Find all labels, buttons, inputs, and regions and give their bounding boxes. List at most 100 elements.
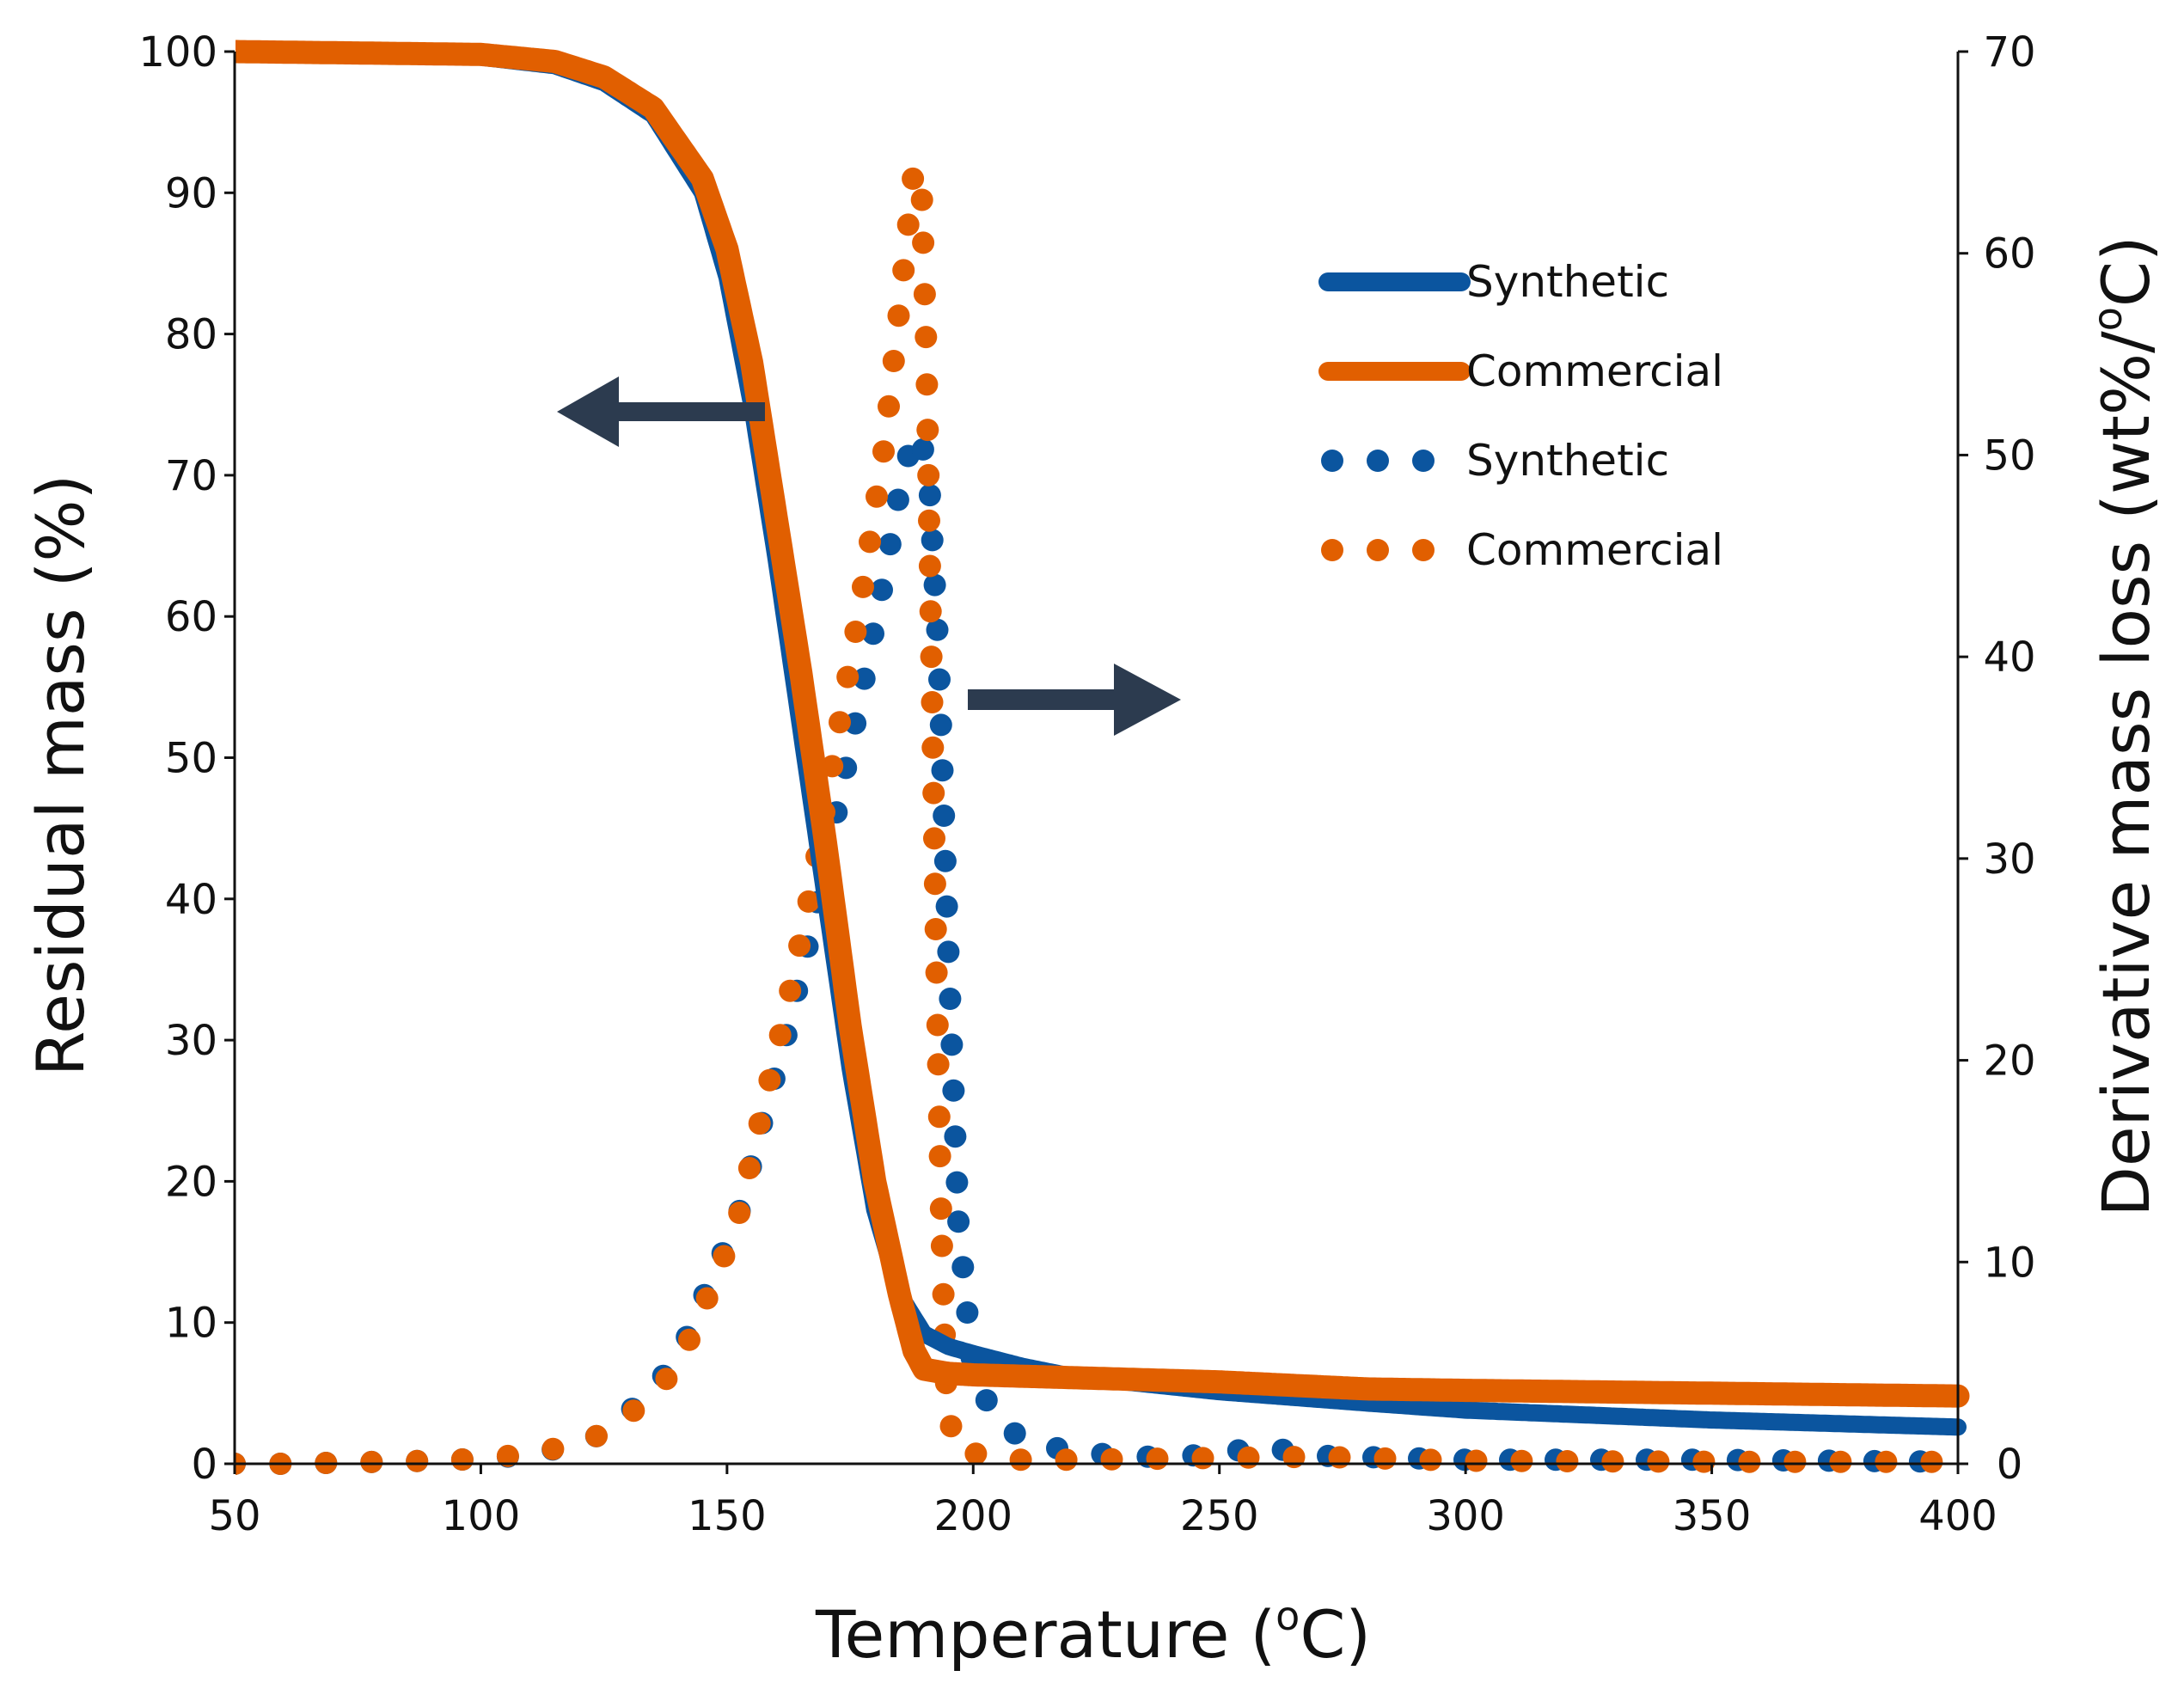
data-point [695, 1287, 719, 1310]
y-tick-label: 30 [165, 1017, 217, 1065]
data-point [1783, 1450, 1807, 1473]
data-point [859, 530, 881, 554]
data-point [871, 578, 893, 602]
series-commercial-derivative [236, 167, 1943, 1475]
data-point [919, 600, 942, 623]
y2-tick-label: 60 [1983, 230, 2035, 278]
data-point [923, 827, 945, 850]
data-point [878, 395, 900, 418]
legend-item-4: Commercial [1321, 525, 1723, 575]
data-point [1146, 1447, 1169, 1471]
data-point [585, 1424, 608, 1447]
y-tick-label: 40 [165, 876, 217, 924]
data-point [1419, 1448, 1442, 1472]
data-point [1692, 1450, 1716, 1473]
y2-axis-title: Derivative mass loss (wt%/oC) [2084, 236, 2164, 1216]
legend-label: Commercial [1466, 525, 1723, 575]
data-point [728, 1202, 751, 1224]
data-point [678, 1328, 700, 1351]
y-tick-label: 60 [165, 593, 217, 641]
data-point [929, 713, 952, 737]
data-point [939, 1415, 963, 1438]
data-point [930, 1234, 953, 1257]
data-point [926, 1013, 949, 1037]
data-point [896, 213, 920, 236]
legend-label: Commercial [1466, 346, 1723, 396]
ticks: 50 100 150 200 250 300 350 40001020304050607080… [138, 28, 2035, 1540]
y2-tick-label: 20 [1983, 1037, 2035, 1086]
data-point [921, 736, 945, 759]
data-point [360, 1450, 383, 1473]
data-point [912, 231, 935, 254]
data-point [956, 1301, 979, 1324]
data-point [964, 1442, 988, 1466]
data-point [927, 1105, 951, 1129]
data-point [917, 463, 940, 486]
data-point [737, 1157, 761, 1179]
legend-dot-swatch [1321, 450, 1343, 472]
data-point [886, 488, 909, 511]
y-tick-label: 20 [165, 1158, 217, 1206]
series-commercial-residual-mass [236, 40, 1970, 1408]
legend: Synthetic Commercial Synthetic Commercial [1318, 257, 1723, 575]
data-point [916, 419, 939, 442]
legend-dot-swatch [1412, 539, 1435, 561]
data-point [655, 1368, 678, 1391]
series-synthetic-residual-mass [236, 43, 1967, 1436]
data-point [944, 1125, 967, 1148]
data-point [911, 438, 934, 461]
data-point [935, 895, 958, 918]
x-tick-label: 150 [688, 1492, 767, 1540]
data-point [902, 167, 925, 190]
data-point [852, 575, 874, 598]
y2-tick-label: 0 [1997, 1441, 2023, 1489]
data-point [945, 1171, 969, 1194]
data-point [872, 440, 895, 463]
data-point [920, 646, 943, 669]
data-point [926, 618, 949, 641]
data-point [713, 1245, 736, 1268]
y-axis-title: Residual mass (%) [22, 474, 99, 1077]
data-point [924, 918, 947, 940]
plot-area [236, 40, 1970, 1475]
data-point [622, 1399, 645, 1423]
y2-tick-label: 30 [1983, 835, 2035, 884]
data-point [921, 529, 944, 552]
data-point [758, 1068, 781, 1092]
data-point [853, 667, 876, 690]
data-point [406, 1449, 429, 1472]
legend-dot-swatch [1412, 450, 1435, 472]
x-tick-label: 50 [208, 1492, 260, 1540]
data-point [940, 1033, 964, 1056]
x-tick-label: 400 [1918, 1492, 1997, 1540]
series-synthetic-derivative [236, 438, 1931, 1475]
y-tick-label: 70 [165, 452, 217, 500]
right-arrow-icon [968, 664, 1181, 736]
data-point [878, 533, 902, 556]
data-point [918, 509, 940, 532]
data-point [797, 890, 820, 913]
x-tick-label: 350 [1673, 1492, 1752, 1540]
axes [233, 52, 1960, 1466]
data-point [1328, 1446, 1351, 1469]
data-point [937, 940, 960, 964]
data-point [748, 1112, 771, 1135]
data-point [788, 934, 811, 958]
y-tick-label: 10 [165, 1300, 217, 1348]
data-point [866, 485, 888, 508]
legend-label: Synthetic [1466, 257, 1669, 307]
y-tick-label: 80 [165, 311, 217, 359]
legend-dot-swatch [1321, 539, 1343, 561]
legend-item-2: Commercial [1318, 346, 1723, 396]
data-point [951, 1256, 975, 1279]
legend-item-3: Synthetic [1321, 436, 1669, 486]
data-point [915, 326, 938, 349]
y-tick-label: 100 [138, 28, 217, 76]
y2-tick-label: 10 [1983, 1239, 2035, 1287]
data-point [1009, 1448, 1032, 1472]
y-tick-label: 0 [191, 1441, 217, 1489]
data-point [1601, 1450, 1624, 1473]
data-point [1829, 1450, 1852, 1473]
data-point [1237, 1446, 1260, 1469]
data-point [1465, 1449, 1488, 1472]
